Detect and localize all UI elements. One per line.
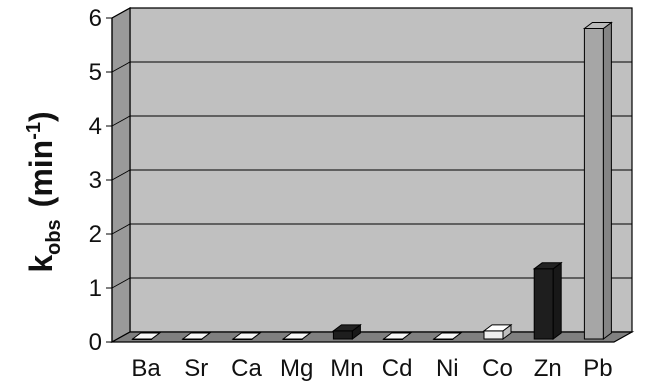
x-axis-ticks: Ba Sr Ca Mg Mn Cd Ni Co Zn Pb (131, 355, 612, 382)
y-tick-label: 4 (89, 113, 102, 140)
x-tick-label: Ca (231, 355, 262, 382)
x-tick-label: Zn (534, 355, 562, 382)
bar (482, 323, 513, 340)
bar-front (583, 28, 604, 340)
bar-top (482, 324, 513, 332)
bar-top (131, 332, 162, 340)
x-tick-label: Ba (131, 355, 161, 382)
bar-top (432, 332, 463, 340)
bar (582, 21, 613, 340)
bar-top (231, 332, 262, 340)
x-tick-label: Mg (280, 355, 313, 382)
y-tick-label: 0 (89, 329, 102, 356)
gridline (111, 277, 632, 289)
bar-top (331, 324, 362, 332)
y-label-unit-open: (min (23, 140, 59, 208)
gridline (111, 169, 632, 181)
y-label-subscript: obs (43, 219, 65, 255)
bar-series (131, 21, 613, 340)
y-axis-label: kobs (min-1) (23, 111, 65, 272)
x-tick-label: Sr (184, 355, 208, 382)
y-label-unit-sup: -1 (23, 122, 45, 140)
y-tick-label: 5 (89, 59, 102, 86)
x-tick-label: Cd (382, 355, 413, 382)
y-label-main: k (23, 255, 59, 273)
gridline (111, 7, 632, 19)
bar-front (533, 268, 554, 340)
x-tick-label: Mn (330, 355, 363, 382)
bar (281, 332, 312, 340)
y-tick-label: 1 (89, 275, 102, 302)
bar (131, 332, 162, 340)
y-tick-label: 3 (89, 167, 102, 194)
bar-top (281, 332, 312, 340)
bar (382, 332, 413, 340)
bar-top (582, 22, 613, 29)
bar-top (382, 332, 413, 340)
x-tick-label: Pb (583, 355, 612, 382)
bar (181, 332, 212, 340)
bar-front (332, 330, 353, 340)
bar (231, 332, 262, 340)
gridline (111, 223, 632, 235)
bar (432, 332, 463, 340)
y-tick-label: 2 (89, 221, 102, 248)
y-tick-label: 6 (89, 5, 102, 32)
gridline (111, 61, 632, 73)
bar-top (532, 262, 563, 270)
bar-side (552, 261, 562, 340)
bar-front (483, 330, 504, 340)
bar-side (602, 21, 612, 340)
bar (331, 323, 362, 340)
x-tick-label: Ni (436, 355, 459, 382)
x-tick-label: Co (482, 355, 513, 382)
y-label-unit-close: ) (23, 111, 59, 122)
bar (532, 261, 563, 340)
gridline (111, 115, 632, 127)
y-axis-ticks: 0 1 2 3 4 5 6 (89, 5, 112, 356)
bar-top (181, 332, 212, 340)
